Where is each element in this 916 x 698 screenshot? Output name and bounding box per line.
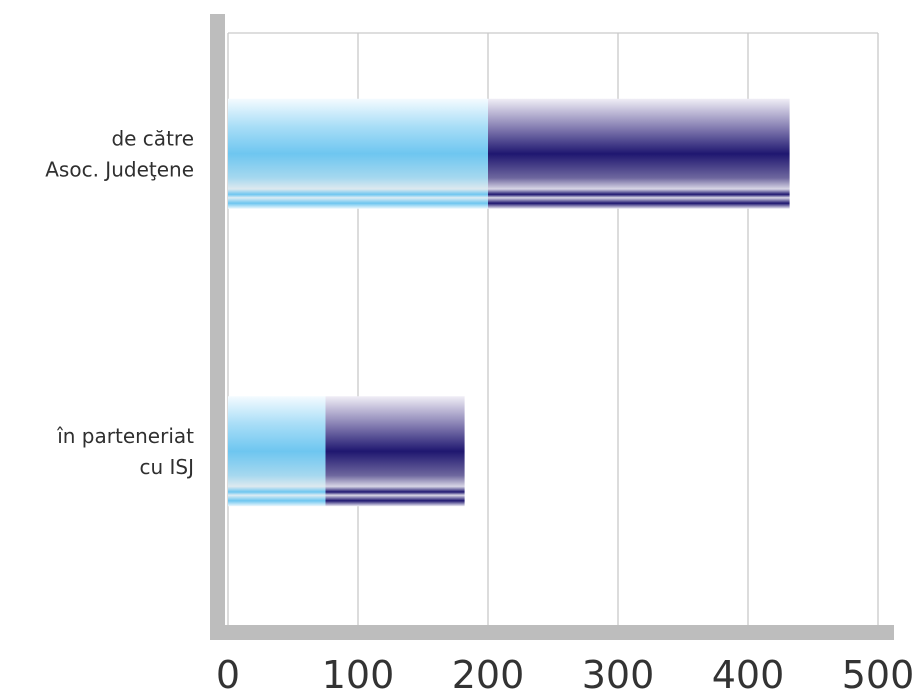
- x-tick-label-3: 300: [582, 653, 655, 697]
- bar-1-series-1: [325, 396, 465, 507]
- bar-0-series-0: [228, 98, 488, 209]
- x-tick-label-5: 500: [842, 653, 915, 697]
- x-tick-label-0: 0: [216, 653, 240, 697]
- y-axis-line: [210, 14, 225, 640]
- x-tick-label-4: 400: [712, 653, 785, 697]
- category-labels: de către Asoc. Judeţene în parteneriat cu I…: [45, 126, 194, 479]
- category-label-1-line-0: în parteneriat: [56, 424, 194, 448]
- category-label-0-line-1: Asoc. Judeţene: [45, 157, 194, 181]
- x-tick-label-2: 200: [452, 653, 525, 697]
- x-tick-label-1: 100: [322, 653, 395, 697]
- bar-1-series-0: [228, 396, 326, 507]
- bar-0-series-1: [488, 98, 790, 209]
- x-axis-line: [210, 625, 894, 640]
- x-tick-labels: 0 100 200 300 400 500: [216, 653, 914, 697]
- axes-group: [210, 14, 894, 640]
- bars-group: [228, 98, 790, 507]
- category-label-0-line-0: de către: [111, 126, 194, 150]
- category-label-1-line-1: cu ISJ: [139, 455, 194, 479]
